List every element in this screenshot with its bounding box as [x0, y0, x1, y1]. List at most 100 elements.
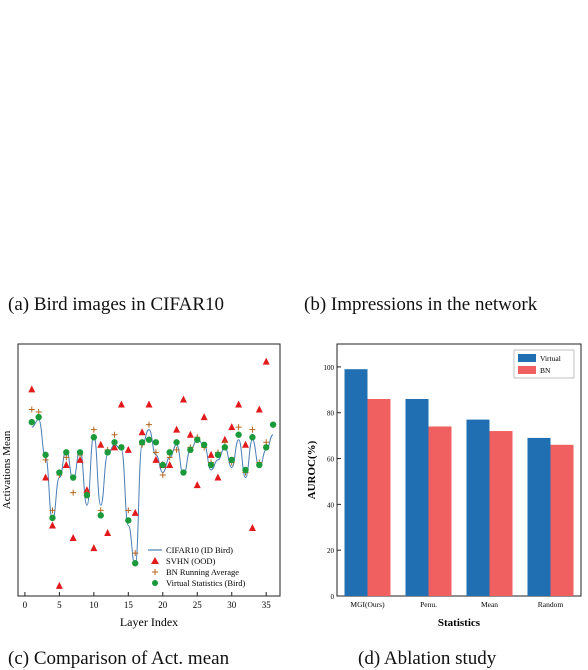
- bn-running-average-point: [159, 472, 166, 479]
- svhn-point: [221, 435, 229, 443]
- chart-d-ytick-label: 20: [327, 547, 335, 555]
- chart-c-legend-label: BN Running Average: [166, 567, 239, 577]
- virtual-statistics-point: [42, 451, 49, 459]
- svhn-point: [248, 523, 256, 531]
- bar-bn: [428, 426, 452, 596]
- bn-running-average-point: [125, 507, 132, 514]
- cifar-bird-tile-7: [2, 189, 92, 276]
- virtual-statistics-point: [118, 444, 125, 451]
- bar-virtual: [527, 437, 551, 596]
- chart-c-xtick-label: 5: [57, 600, 62, 610]
- svhn-point: [228, 423, 236, 431]
- virtual-statistics-point: [180, 469, 187, 476]
- chart-d-legend-swatch: [518, 354, 536, 362]
- svhn-point: [69, 534, 77, 542]
- svhn-point: [166, 460, 174, 468]
- virtual-statistics-point: [132, 560, 139, 567]
- impression-tile-2: [404, 2, 492, 89]
- chart-c-legend: CIFAR10 (ID Bird)SVHN (OOD)BN Running Av…: [148, 545, 245, 588]
- svhn-point: [55, 581, 63, 589]
- svhn-point: [235, 400, 243, 408]
- chart-c-xtick-label: 25: [193, 600, 203, 610]
- bn-running-average-point: [173, 446, 180, 453]
- virtual-statistics-point: [83, 492, 91, 499]
- svhn-point: [48, 521, 56, 529]
- svhn-point: [28, 385, 36, 393]
- cifar-bird-tile-9: [194, 189, 284, 276]
- virtual-statistics-point: [249, 434, 256, 441]
- svhn-point: [117, 400, 125, 408]
- bar-virtual: [405, 398, 429, 596]
- chart-d-legend-swatch: [518, 366, 536, 374]
- virtual-statistics-point: [256, 461, 263, 469]
- virtual-statistics-point: [221, 444, 229, 451]
- virtual-statistics-point: [187, 446, 194, 454]
- virtual-statistics-point: [104, 449, 111, 456]
- virtual-statistics-point: [152, 439, 160, 446]
- chart-d-category-label: MGI(Ours): [350, 600, 385, 609]
- svhn-point: [214, 473, 222, 481]
- impression-tile-8: [404, 187, 492, 274]
- bn-running-average-point: [132, 550, 139, 557]
- chart-d-ytick-label: 0: [331, 593, 335, 601]
- impression-tile-1: [310, 2, 398, 89]
- chart-d-category-label: Penu.: [420, 600, 437, 609]
- svhn-point: [242, 440, 250, 448]
- caption-a: (a) Bird images in CIFAR10: [8, 294, 225, 315]
- bar-bn: [367, 398, 391, 596]
- virtual-statistics-point: [263, 444, 270, 451]
- svhn-point: [173, 425, 181, 433]
- virtual-statistics-point: [63, 449, 70, 456]
- svhn-point: [193, 481, 201, 489]
- cifar-bird-tile-1: [2, 2, 92, 89]
- chart-c-ylabel: Activations Mean: [1, 430, 13, 509]
- cifar-bird-tile-3: [194, 2, 284, 89]
- svhn-point: [255, 405, 263, 413]
- virtual-statistics-point: [28, 418, 35, 426]
- chart-c-legend-label: Virtual Statistics (Bird): [166, 578, 245, 588]
- chart-d-legend: Virtual BN: [513, 349, 575, 379]
- chart-c-legend-marker: [152, 580, 158, 586]
- svhn-point: [83, 486, 91, 494]
- chart-d-ylabel: AUROC(%): [306, 440, 318, 499]
- bn-running-average-point: [90, 426, 97, 433]
- chart-c-xtick-label: 0: [23, 600, 28, 610]
- chart-d-xlabel: Statistics: [438, 617, 481, 629]
- svhn-point: [90, 544, 98, 552]
- virtual-statistics-point: [242, 466, 249, 474]
- svhn-point: [179, 395, 187, 403]
- chart-c-legend-label: CIFAR10 (ID Bird): [166, 545, 233, 555]
- impression-tile-3: [498, 2, 586, 89]
- bn-running-average-point: [249, 426, 256, 433]
- bn-running-average-point: [28, 406, 35, 413]
- chart-d-category-label: Random: [538, 600, 564, 609]
- chart-d-ytick-label: 40: [327, 501, 335, 509]
- caption-c: (c) Comparison of Act. mean: [8, 648, 230, 669]
- chart-d-ytick-label: 80: [327, 410, 335, 418]
- cifar-bird-tile-4: [2, 95, 92, 182]
- virtual-statistics-point: [49, 514, 56, 522]
- chart-c-xtick-label: 20: [158, 600, 168, 610]
- caption-d: (d) Ablation study: [358, 648, 497, 669]
- svhn-point: [111, 443, 119, 451]
- impression-tile-7: [310, 187, 398, 274]
- virtual-statistics-point: [173, 439, 180, 446]
- bn-running-average-point: [235, 424, 242, 431]
- cifar10-bird-grid: [2, 2, 284, 276]
- virtual-statistics-point: [235, 431, 242, 438]
- virtual-statistics-point: [207, 461, 215, 469]
- virtual-statistics-point: [200, 441, 208, 448]
- virtual-statistics-point: [138, 439, 146, 446]
- chart-c-xtick-label: 10: [89, 600, 99, 610]
- virtual-statistics-point: [76, 449, 84, 456]
- svhn-point: [62, 460, 70, 468]
- chart-c-xtick-label: 35: [262, 600, 272, 610]
- impression-tile-9: [498, 187, 586, 274]
- chart-c-xtick-label: 30: [227, 600, 237, 610]
- virtual-statistics-point: [111, 439, 118, 446]
- virtual-statistics-point: [69, 474, 77, 481]
- chart-d-ytick-label: 60: [327, 456, 335, 464]
- virtual-statistics-point: [97, 512, 104, 519]
- virtual-statistics-point: [228, 456, 235, 464]
- impressions-grid: [310, 2, 586, 274]
